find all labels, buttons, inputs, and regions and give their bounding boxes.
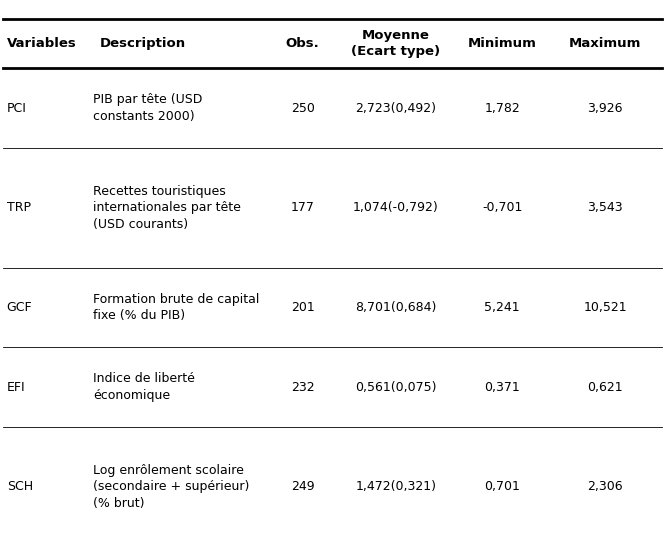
- Text: -0,701: -0,701: [482, 201, 522, 214]
- Text: Moyenne
(Ecart type): Moyenne (Ecart type): [351, 29, 440, 58]
- Text: 1,472(0,321): 1,472(0,321): [355, 480, 436, 493]
- Text: 10,521: 10,521: [583, 301, 627, 314]
- Text: 2,306: 2,306: [587, 480, 623, 493]
- Text: 5,241: 5,241: [484, 301, 520, 314]
- Text: 232: 232: [291, 381, 315, 394]
- Text: 249: 249: [291, 480, 315, 493]
- Text: Maximum: Maximum: [569, 37, 641, 50]
- Text: SCH: SCH: [7, 480, 33, 493]
- Text: Indice de liberté
économique: Indice de liberté économique: [93, 372, 195, 402]
- Text: Formation brute de capital
fixe (% du PIB): Formation brute de capital fixe (% du PI…: [93, 293, 259, 322]
- Text: 1,074(-0,792): 1,074(-0,792): [353, 201, 438, 214]
- Text: 0,561(0,075): 0,561(0,075): [355, 381, 436, 394]
- Text: Log enrôlement scolaire
(secondaire + supérieur)
(% brut): Log enrôlement scolaire (secondaire + su…: [93, 464, 249, 510]
- Text: Description: Description: [100, 37, 186, 50]
- Text: 1,782: 1,782: [484, 102, 520, 115]
- Text: 0,701: 0,701: [484, 480, 520, 493]
- Text: 177: 177: [291, 201, 315, 214]
- Text: 0,371: 0,371: [484, 381, 520, 394]
- Text: 8,701(0,684): 8,701(0,684): [355, 301, 436, 314]
- Text: PCI: PCI: [7, 102, 27, 115]
- Text: 3,543: 3,543: [587, 201, 623, 214]
- Text: 0,621: 0,621: [587, 381, 623, 394]
- Text: 2,723(0,492): 2,723(0,492): [355, 102, 436, 115]
- Text: Recettes touristiques
internationales par tête
(USD courants): Recettes touristiques internationales pa…: [93, 185, 241, 231]
- Text: GCF: GCF: [7, 301, 33, 314]
- Text: EFI: EFI: [7, 381, 25, 394]
- Text: Obs.: Obs.: [286, 37, 319, 50]
- Text: 250: 250: [291, 102, 315, 115]
- Text: PIB par tête (USD
constants 2000): PIB par tête (USD constants 2000): [93, 93, 202, 123]
- Text: Minimum: Minimum: [467, 37, 537, 50]
- Text: Variables: Variables: [7, 37, 76, 50]
- Text: TRP: TRP: [7, 201, 31, 214]
- Text: 3,926: 3,926: [587, 102, 623, 115]
- Text: 201: 201: [291, 301, 315, 314]
